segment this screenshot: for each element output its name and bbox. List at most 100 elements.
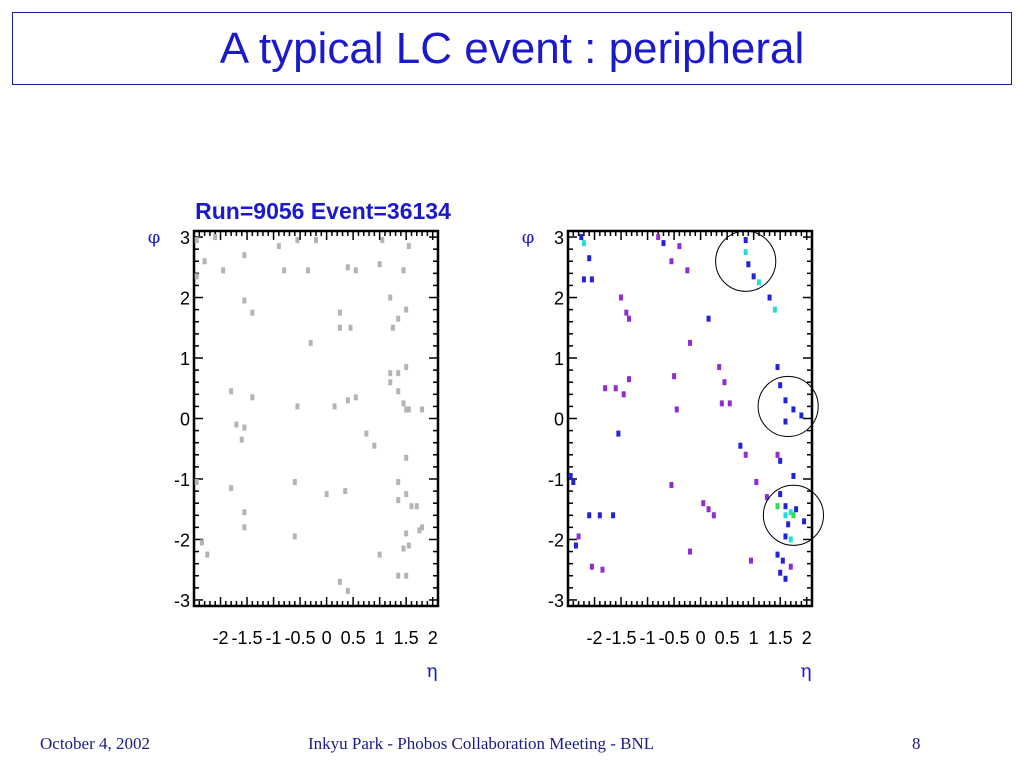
data-point xyxy=(250,309,255,316)
y-tick-label: 1 xyxy=(554,349,564,369)
data-point xyxy=(783,575,788,582)
data-point xyxy=(353,394,358,401)
data-point xyxy=(738,442,743,449)
data-point xyxy=(409,503,414,510)
data-point xyxy=(611,512,616,519)
data-point xyxy=(661,240,666,247)
data-point xyxy=(672,373,677,380)
y-tick-label: 0 xyxy=(554,410,564,430)
data-point xyxy=(581,276,586,283)
data-point xyxy=(242,424,247,431)
data-point xyxy=(345,587,350,594)
data-point xyxy=(250,394,255,401)
data-point xyxy=(406,243,411,250)
footer-date: October 4, 2002 xyxy=(40,734,151,753)
data-point xyxy=(711,512,716,519)
data-point xyxy=(783,397,788,404)
data-point xyxy=(337,324,342,331)
data-point xyxy=(619,294,624,301)
data-point xyxy=(337,578,342,585)
x-tick-label: -0.5 xyxy=(285,628,316,648)
x-tick-label: -2 xyxy=(213,628,229,648)
x-tick-label: 1.5 xyxy=(768,628,793,648)
y-axis-label: φ xyxy=(522,227,535,248)
data-point xyxy=(701,500,706,507)
x-tick-label: 1 xyxy=(375,628,385,648)
data-point xyxy=(308,339,313,346)
data-point xyxy=(688,339,692,346)
data-point xyxy=(778,491,783,498)
title-box: A typical LC event : peripheral xyxy=(12,12,1012,85)
data-point xyxy=(372,442,377,449)
y-axis-label: φ xyxy=(148,227,161,248)
data-point xyxy=(674,406,679,413)
data-point xyxy=(756,279,761,286)
data-point xyxy=(749,557,753,564)
data-point xyxy=(401,545,406,552)
y-tick-label: -1 xyxy=(174,470,190,490)
x-tick-label: -1.5 xyxy=(232,628,263,648)
data-point xyxy=(600,566,605,573)
data-point xyxy=(229,388,234,395)
data-point xyxy=(589,276,594,283)
data-point xyxy=(404,406,409,413)
data-point xyxy=(597,512,602,519)
data-point xyxy=(390,324,395,331)
x-tick-label: -1 xyxy=(266,628,282,648)
data-point xyxy=(229,485,234,492)
data-point xyxy=(404,572,409,579)
data-point xyxy=(205,551,210,558)
data-point xyxy=(778,569,783,576)
data-point xyxy=(764,494,769,501)
data-point xyxy=(202,258,207,265)
data-point xyxy=(791,472,796,479)
data-point xyxy=(573,542,578,549)
data-point xyxy=(722,379,727,386)
data-point xyxy=(194,479,199,486)
data-point xyxy=(404,491,409,498)
data-point xyxy=(221,267,226,274)
data-point xyxy=(780,557,785,564)
y-tick-label: 2 xyxy=(554,289,564,309)
data-point xyxy=(388,370,393,377)
data-point xyxy=(685,267,690,274)
x-tick-label: 0.5 xyxy=(341,628,366,648)
data-point xyxy=(295,237,300,244)
data-point xyxy=(743,451,748,458)
data-point xyxy=(783,533,788,540)
data-point xyxy=(194,237,199,244)
data-point xyxy=(587,255,592,262)
data-point xyxy=(802,518,807,525)
data-point xyxy=(234,421,239,428)
data-point xyxy=(743,237,748,244)
data-point xyxy=(794,506,799,513)
data-point xyxy=(786,521,791,528)
data-point xyxy=(377,551,382,558)
data-point xyxy=(571,479,576,486)
data-point xyxy=(332,403,337,410)
data-point xyxy=(788,536,793,543)
data-point xyxy=(404,454,409,461)
highlight-circle xyxy=(762,484,825,546)
data-point xyxy=(727,400,732,407)
data-point xyxy=(388,294,393,301)
y-tick-label: -2 xyxy=(174,530,190,550)
x-tick-label: 0 xyxy=(696,628,706,648)
data-point xyxy=(799,412,804,419)
data-point xyxy=(404,530,409,537)
data-point xyxy=(775,503,780,510)
y-tick-label: -3 xyxy=(174,591,190,611)
data-point xyxy=(295,403,300,410)
y-tick-label: -1 xyxy=(548,470,564,490)
data-point xyxy=(199,539,204,546)
data-point xyxy=(380,237,385,244)
data-point xyxy=(396,497,401,504)
data-point xyxy=(345,264,350,271)
y-tick-label: 1 xyxy=(180,349,190,369)
data-point xyxy=(669,482,674,489)
data-point xyxy=(306,267,311,274)
y-tick-label: 3 xyxy=(180,228,190,248)
data-point xyxy=(719,400,724,407)
